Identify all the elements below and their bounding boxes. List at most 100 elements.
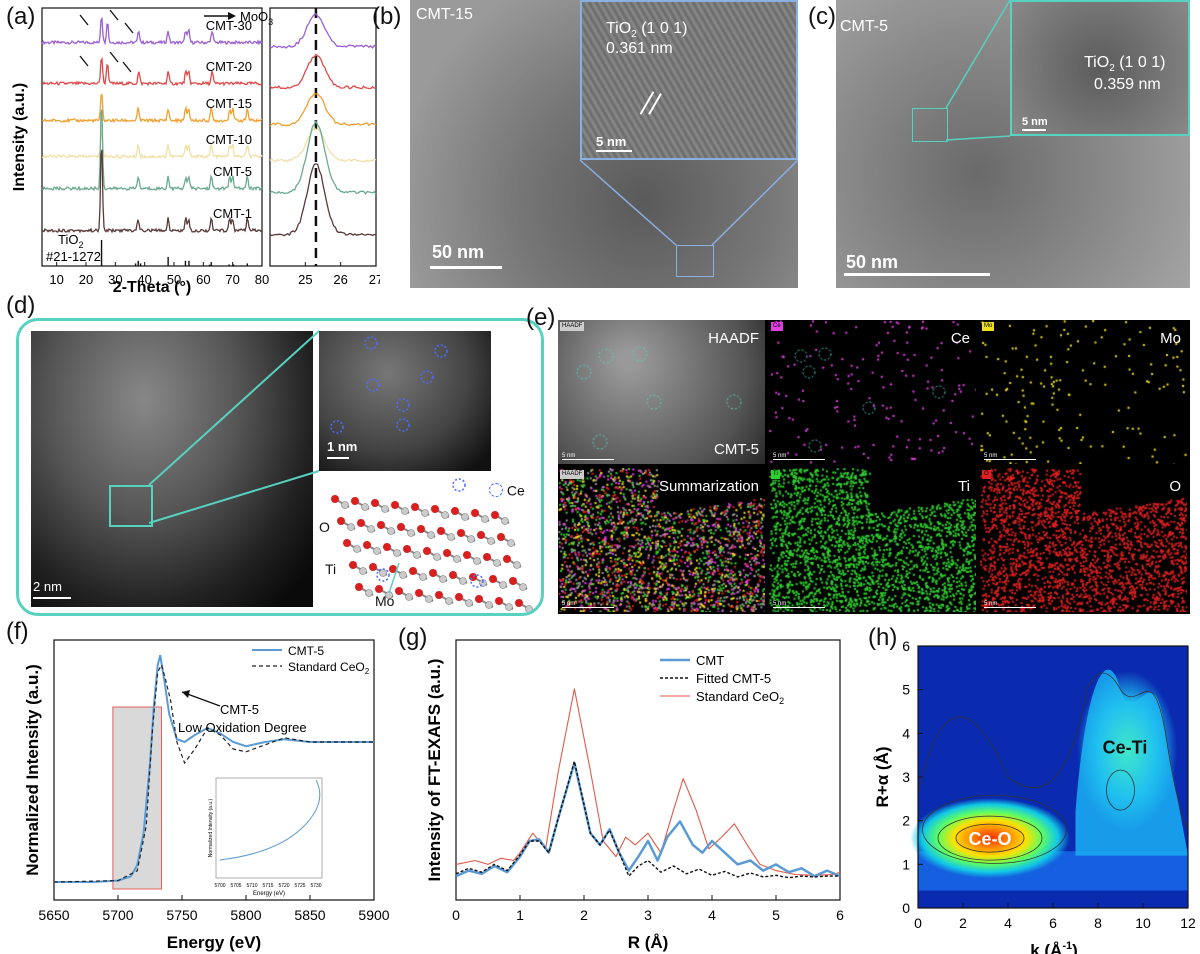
panel-label-c: (c) — [808, 3, 836, 30]
eds-map-ti — [769, 468, 976, 612]
ce-legend-label: Ce — [506, 482, 525, 499]
series-label-a: CMT-15 — [206, 96, 252, 111]
zoom-box-d — [109, 485, 153, 527]
titanium-atom — [387, 527, 395, 535]
titanium-atom — [447, 533, 455, 541]
titanium-atom — [347, 523, 355, 531]
eds-tile-scale: 5 nm — [773, 453, 825, 460]
annotation-arrow-head-f — [182, 690, 190, 698]
contour — [1106, 769, 1135, 811]
annotation-line2-f: Low Oxidation Degree — [178, 720, 307, 735]
x-tick-label-f: 5650 — [38, 907, 69, 923]
x-tick-label-f: 5850 — [294, 907, 325, 923]
peak-arrow — [109, 51, 119, 63]
crystal-structure-model — [331, 478, 534, 613]
titanium-atom — [493, 559, 501, 567]
eds-tile-o: O O 5 nm — [980, 468, 1187, 612]
titanium-atom — [373, 547, 381, 555]
x-tick-label-a: 60 — [196, 272, 210, 287]
oxygen-atom — [369, 563, 377, 571]
reference-label-a: TiO2 — [58, 232, 83, 250]
x-tick-label-a: 30 — [108, 272, 122, 287]
eds-tile-scale: 5 nm — [773, 601, 825, 608]
legend-label-a: MoO3 — [240, 9, 273, 27]
oxygen-atom — [349, 561, 357, 569]
o-label-d: O — [319, 519, 330, 535]
inset-tick-f: 5700 — [214, 883, 225, 889]
x-tick-label-f: 5800 — [230, 907, 261, 923]
scale-label-inset-d: 1 nm — [327, 439, 358, 454]
x-tick-label-a: 20 — [79, 272, 93, 287]
ft-exafs-chart: 0 1 2 3 4 5 6 R (Å) Intensity of FT-EXAFS (a.u.)… — [425, 639, 844, 952]
titanium-atom — [433, 553, 441, 561]
zoom-region-f — [112, 706, 163, 890]
oxygen-atom — [443, 549, 451, 557]
eds-tile-haadf: HAADF HAADF CMT-5 5 nm — [558, 320, 765, 464]
xanes-series-line — [54, 654, 374, 883]
titanium-atom — [461, 513, 469, 521]
inset-tick-f: 5715 — [262, 883, 273, 889]
oxygen-atom — [455, 593, 463, 601]
eds-tile-label: Mo — [1160, 330, 1181, 347]
y-tick-label-h: 3 — [902, 769, 910, 785]
exafs-series-line — [455, 688, 841, 876]
plot-frame-a — [41, 7, 263, 267]
peak-arrow — [122, 61, 132, 73]
x-tick-label-h: 2 — [959, 915, 967, 931]
tem-inset-plane-b: TiO2 (1 0 1) — [606, 20, 688, 41]
x-tick-label-a: 10 — [49, 272, 63, 287]
eds-tile-mo: Mo Mo 5 nm — [980, 320, 1187, 464]
titanium-atom — [413, 551, 421, 559]
tem-scale-c: 50 nm — [846, 252, 899, 272]
legend-label-g: Fitted CMT-5 — [696, 671, 771, 686]
x-tick-label-a: 70 — [225, 272, 239, 287]
zoom-lines-d — [148, 330, 320, 524]
ti-label-d: Ti — [325, 561, 337, 577]
xrd-series-line — [41, 16, 263, 46]
xrd-series-line — [41, 130, 263, 160]
eds-tile-ti: Ti Ti 5 nm — [769, 468, 976, 612]
titanium-atom — [513, 561, 521, 569]
eds-tile-scale: 5 nm — [984, 601, 1036, 608]
y-axis-title-a: Intensity (a.u.) — [11, 83, 28, 191]
x-tick-label-g: 1 — [516, 907, 524, 923]
eds-map-ce — [769, 320, 976, 464]
tem-inset-c: TiO2 (1 0 1) 0.359 nm 5 nm — [1010, 0, 1190, 136]
panel-label-d: (d) — [6, 292, 36, 319]
oxygen-atom — [423, 547, 431, 555]
titanium-atom — [519, 583, 527, 591]
oxygen-atom — [429, 569, 437, 577]
x-tick-label-h: 0 — [914, 915, 922, 931]
tem-zoom-lines-c — [945, 0, 1011, 141]
titanium-atom — [465, 599, 473, 607]
legend-arrow-head-a — [228, 12, 236, 20]
x-axis-title-a: 2-Theta (°) — [113, 279, 191, 296]
ce-site-marker — [376, 568, 390, 582]
scale-label-d: 2 nm — [33, 579, 62, 594]
xrd-series-line — [41, 109, 263, 192]
legend-label-g: CMT — [696, 653, 724, 668]
titanium-atom — [341, 501, 349, 509]
oxygen-atom — [411, 503, 419, 511]
oxygen-atom — [491, 511, 499, 519]
titanium-atom — [453, 555, 461, 563]
titanium-atom — [473, 557, 481, 565]
xrd-series-line — [41, 149, 263, 234]
panel-label-h: (h) — [868, 624, 898, 651]
legend-label-g: Standard CeO2 — [696, 689, 784, 706]
annotation-line1-f: CMT-5 — [220, 702, 259, 717]
series-label-a: CMT-20 — [206, 59, 252, 74]
oxygen-atom — [375, 585, 383, 593]
x-axis-title-f: Energy (eV) — [167, 933, 261, 952]
oxygen-atom — [417, 525, 425, 533]
eds-map-haadf — [558, 320, 765, 464]
y-tick-label-h: 4 — [902, 725, 910, 741]
tem-scalebar-b — [430, 266, 502, 269]
x-tick-label-a-zoom: 26 — [333, 272, 347, 287]
x-tick-label-g: 0 — [452, 907, 460, 923]
titanium-atom — [485, 601, 493, 609]
peak-arrow — [79, 55, 89, 67]
oxygen-atom — [497, 533, 505, 541]
titanium-atom — [359, 567, 367, 575]
